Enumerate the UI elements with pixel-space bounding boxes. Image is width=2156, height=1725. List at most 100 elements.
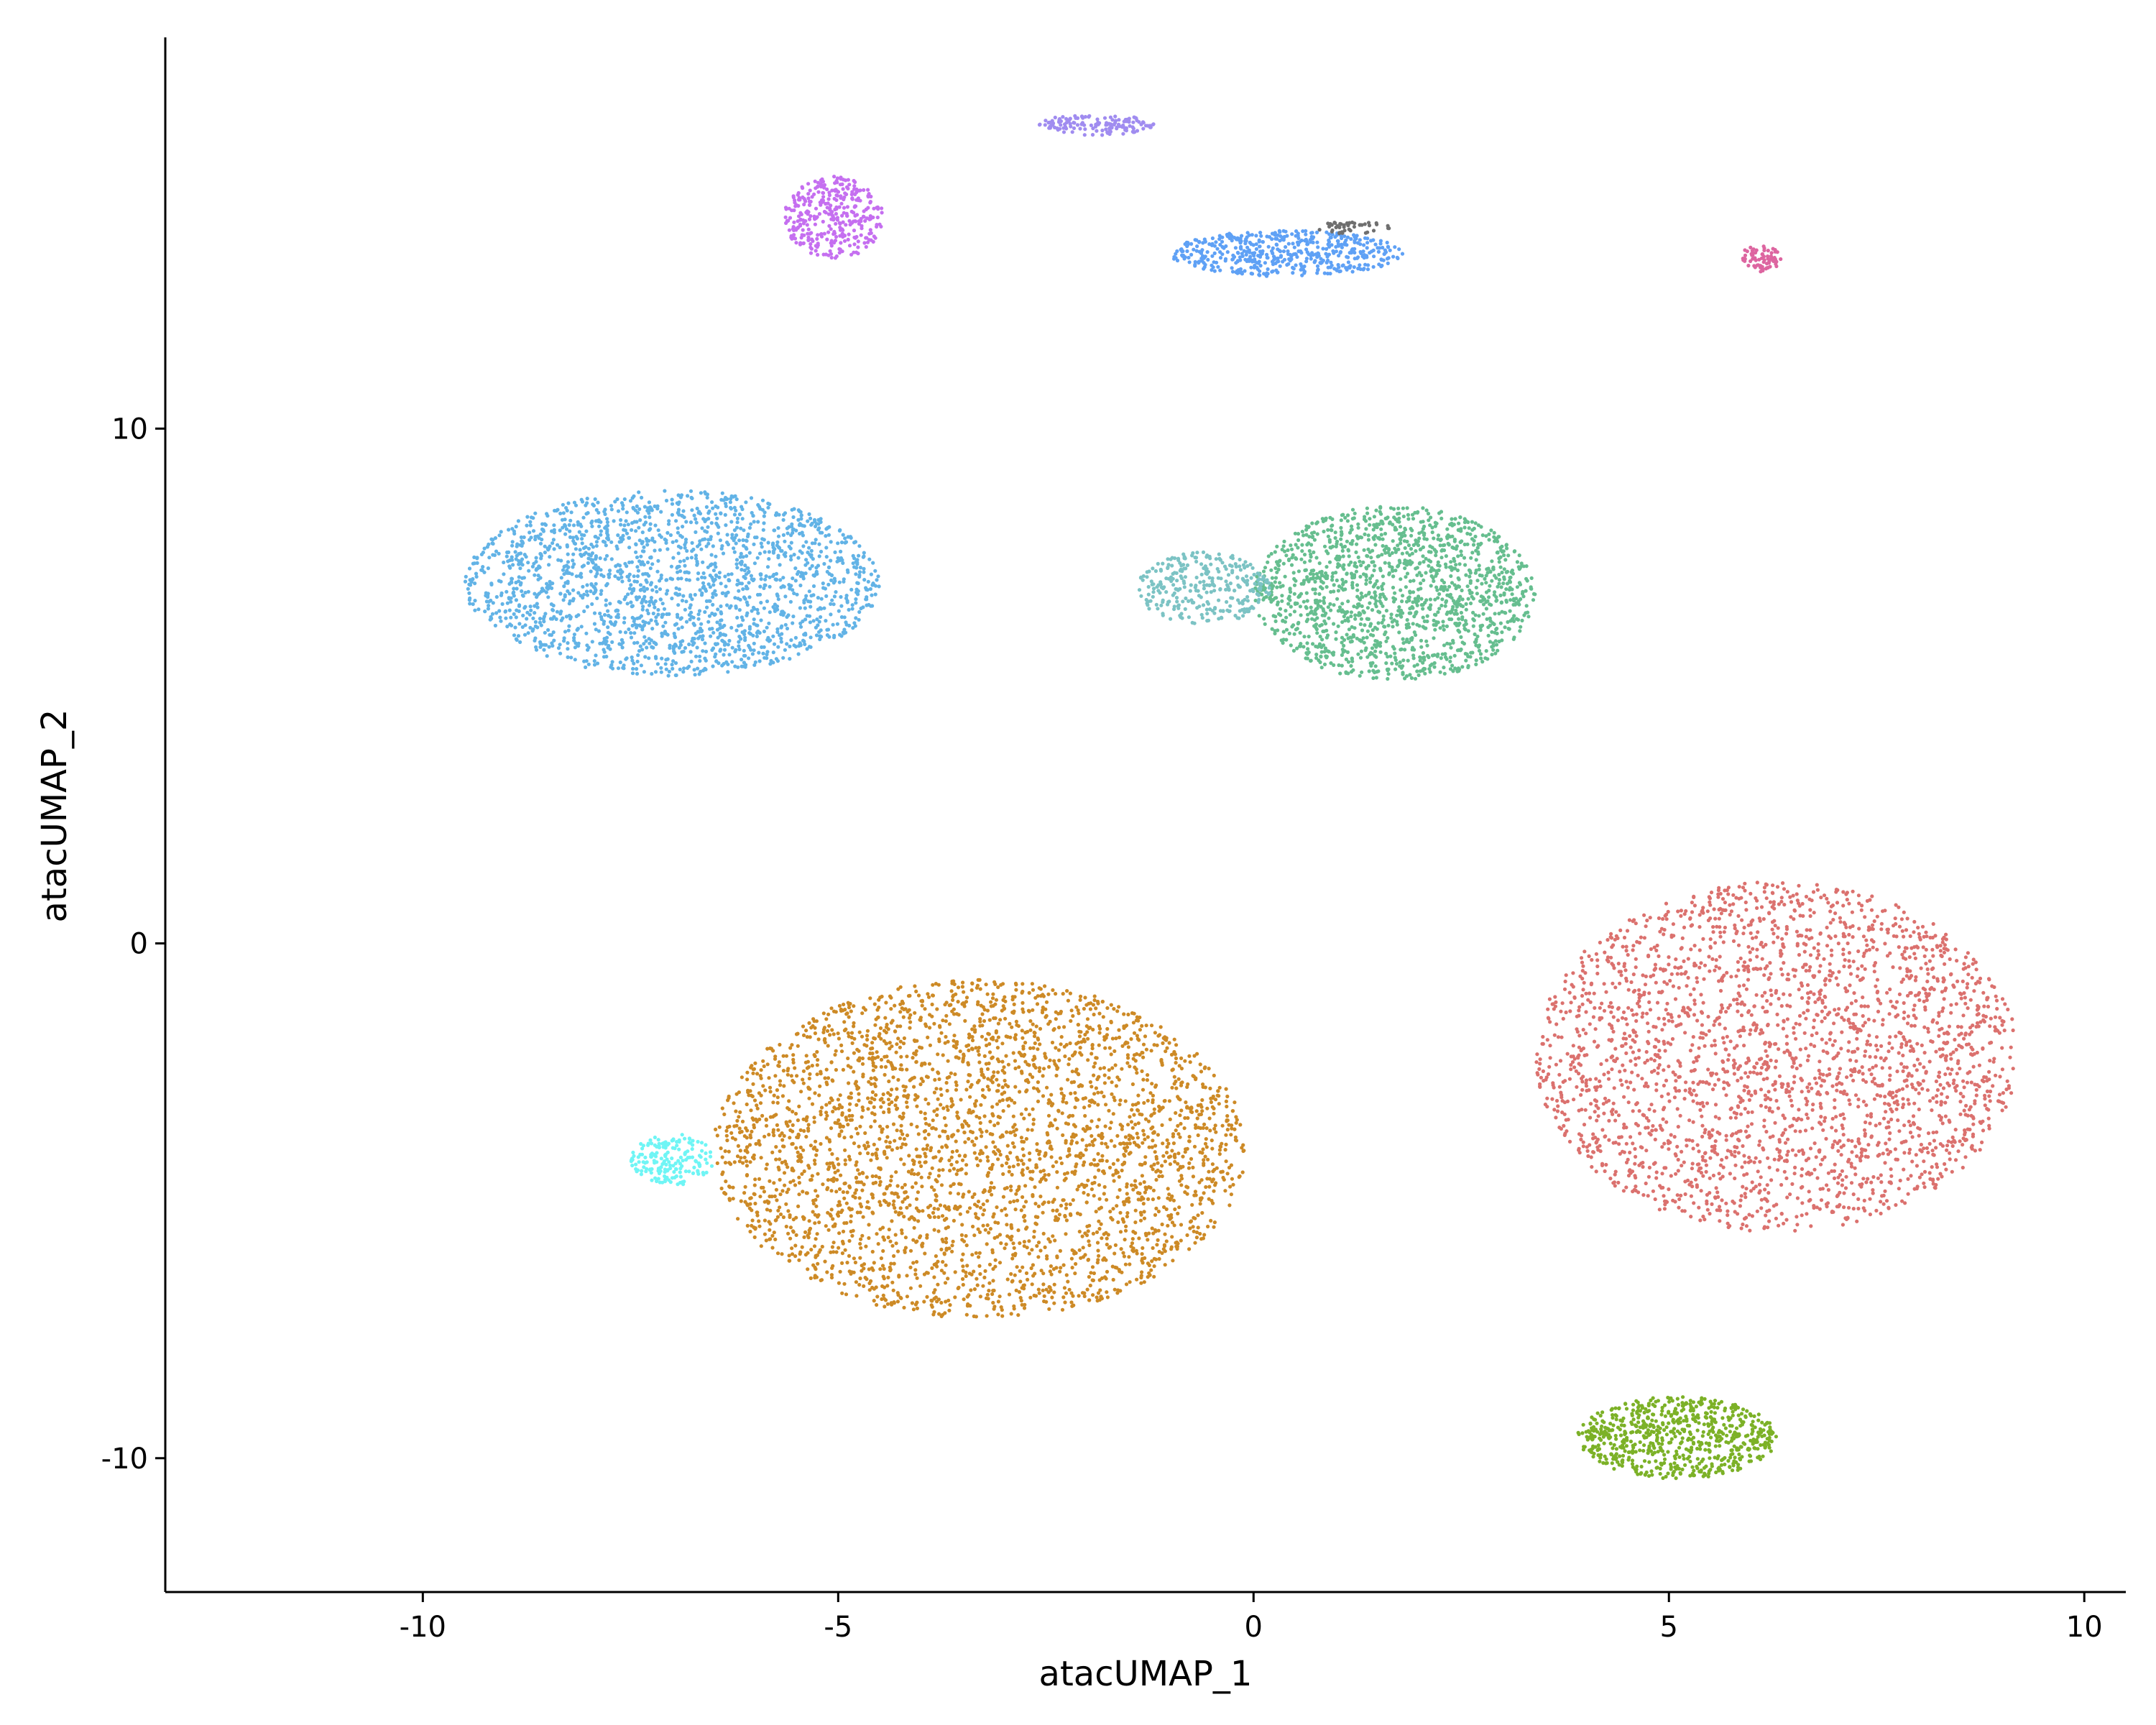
point xyxy=(928,1026,932,1030)
point xyxy=(1738,1034,1742,1039)
point xyxy=(1748,1070,1752,1075)
point xyxy=(1027,1009,1031,1013)
point xyxy=(1746,978,1751,982)
point xyxy=(1619,973,1623,978)
point xyxy=(1780,937,1784,941)
point xyxy=(1187,1161,1192,1165)
point xyxy=(1014,1192,1018,1196)
point xyxy=(1907,1039,1912,1043)
point xyxy=(904,1100,909,1105)
point xyxy=(1021,1154,1026,1158)
point xyxy=(732,1101,736,1105)
point xyxy=(1718,1022,1722,1026)
point xyxy=(884,1000,888,1005)
point xyxy=(1005,1161,1009,1165)
point xyxy=(944,1300,948,1304)
point xyxy=(1695,1143,1700,1147)
point xyxy=(1027,1063,1031,1067)
point xyxy=(945,1105,949,1109)
point xyxy=(1947,1024,1951,1029)
point xyxy=(1064,1121,1068,1126)
point xyxy=(894,1050,898,1054)
point xyxy=(1708,1212,1712,1216)
point xyxy=(2004,1105,2008,1109)
point xyxy=(1133,1122,1138,1127)
point xyxy=(801,1148,806,1152)
point xyxy=(870,1192,874,1197)
point xyxy=(1964,1103,1968,1108)
point xyxy=(1580,960,1585,965)
point xyxy=(1917,1091,1921,1095)
point xyxy=(931,1118,935,1123)
point xyxy=(1655,943,1659,948)
point xyxy=(1695,980,1700,984)
point xyxy=(1658,1184,1662,1188)
point xyxy=(1949,1011,1953,1015)
point xyxy=(1615,1057,1619,1061)
point xyxy=(1708,946,1713,950)
point xyxy=(961,1269,965,1273)
point xyxy=(1562,1123,1566,1128)
point xyxy=(1780,1085,1784,1089)
point xyxy=(1825,896,1829,901)
point xyxy=(1690,1138,1695,1143)
point xyxy=(1569,1063,1573,1067)
point xyxy=(1611,1141,1616,1145)
point xyxy=(1141,1042,1146,1046)
point xyxy=(1797,883,1801,888)
point xyxy=(1779,1004,1784,1008)
point xyxy=(1208,1086,1212,1090)
point xyxy=(1671,922,1675,926)
point xyxy=(1151,1138,1155,1143)
point xyxy=(1581,1140,1585,1144)
point xyxy=(1958,1112,1963,1116)
point xyxy=(999,1305,1003,1310)
point xyxy=(1588,1077,1593,1082)
point xyxy=(1922,1181,1926,1185)
point xyxy=(796,1150,800,1154)
point xyxy=(1879,1200,1883,1204)
point xyxy=(1670,1019,1674,1024)
point xyxy=(1151,1125,1155,1129)
point xyxy=(1951,983,1955,988)
point xyxy=(1150,1145,1154,1149)
point xyxy=(835,1156,839,1161)
point xyxy=(872,1002,877,1006)
point xyxy=(1657,990,1662,995)
point xyxy=(1583,971,1588,975)
point xyxy=(1838,1172,1843,1177)
point xyxy=(1138,1191,1142,1195)
point xyxy=(1876,1154,1880,1158)
point xyxy=(1622,1122,1626,1126)
point xyxy=(1730,1152,1734,1156)
point xyxy=(1639,1145,1643,1149)
point xyxy=(975,1276,979,1281)
point xyxy=(1930,985,1934,990)
point xyxy=(1823,1155,1827,1159)
point xyxy=(788,1128,793,1133)
point xyxy=(1173,1207,1177,1212)
point xyxy=(1634,957,1638,961)
point xyxy=(1169,1215,1174,1220)
point xyxy=(1805,1212,1809,1216)
point xyxy=(1598,1006,1602,1010)
point xyxy=(1859,1184,1864,1189)
point xyxy=(1647,1165,1651,1170)
point xyxy=(842,1002,846,1007)
point xyxy=(1931,1131,1935,1135)
point xyxy=(1141,1077,1146,1082)
point xyxy=(1875,1092,1879,1098)
point xyxy=(1112,1179,1116,1183)
point xyxy=(1928,935,1932,940)
point xyxy=(1672,1135,1677,1139)
point xyxy=(891,1075,895,1080)
point xyxy=(1886,931,1890,935)
point xyxy=(979,1134,984,1138)
point xyxy=(1712,1023,1716,1027)
point xyxy=(1230,1126,1234,1131)
point xyxy=(1170,1235,1174,1239)
point xyxy=(1583,1108,1588,1112)
point xyxy=(1141,1202,1146,1206)
point xyxy=(852,1004,856,1008)
point xyxy=(1777,1047,1781,1052)
